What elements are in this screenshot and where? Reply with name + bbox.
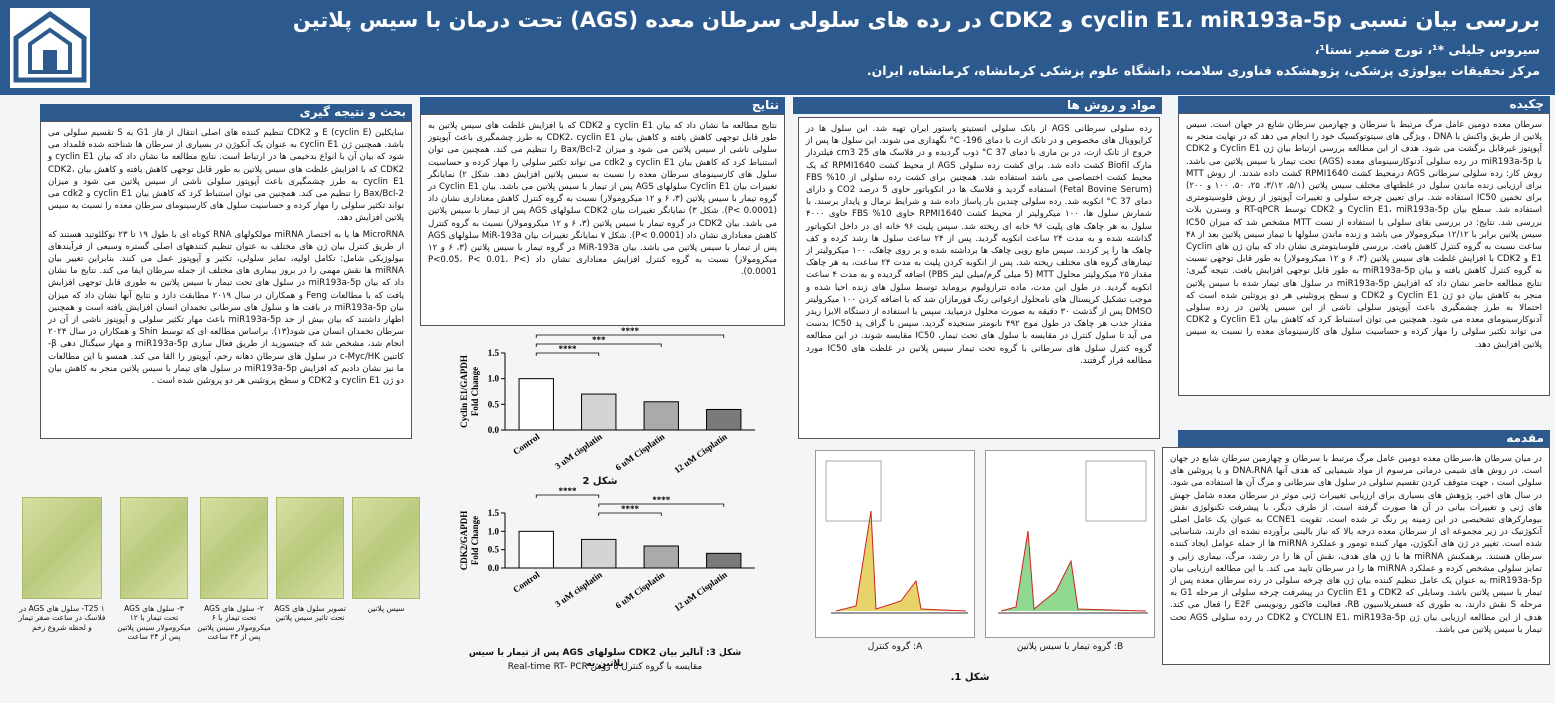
y-axis-label: Cyclin E1/GAPDH [459,355,469,428]
section-heading: مقدمه [1178,430,1550,447]
x-tick-label: 12 uM Cisplatin [672,431,729,475]
y-axis-label: Fold Change [470,367,480,416]
x-tick-label: Control [511,431,542,457]
bar-chart: 0.0 0.5 1.0 1.5 CDK2/GAPDH Fold Change Control… [459,486,755,613]
significance-label: **** [559,344,578,354]
x-tick-label: 3 uM cisplatin [553,431,604,471]
poster-title: بررسی بیان نسبی cyclin E1، miR193a-5p و … [292,8,1540,32]
micrograph-caption: ۲- سلول های AGS تحت تیمار با ۶ میکرومولا… [197,604,271,642]
section-heading: چکیده [1178,96,1550,113]
significance-label: *** [592,335,606,345]
panel-caption: A: گروه کنترل [867,642,923,652]
results-text: نتایج مطالعه ما نشان داد که بیان cyclin … [420,114,785,326]
micrograph [120,497,188,599]
bar [706,408,742,431]
y-tick-label: 0.5 [488,399,500,409]
flow-cytometry-image [985,450,1155,638]
abstract-text: سرطان معده دومین عامل مرگ مرتبط با سرطان… [1178,113,1550,396]
micrograph-caption: تصویر سلول های AGS تحت تاثیر سیس پلاتین [274,604,346,623]
methods-text: رده سلولی سرطانی AGS از بانک سلولی انستی… [798,117,1160,439]
micrograph-caption: سیس پلاتین [367,604,405,613]
affiliation: مرکز تحقیقات بیولوژی پزشکی، پژوهشکده فنا… [866,63,1540,78]
bar-chart: 0.0 0.5 1.0 1.5 Cyclin E1/GAPDH Fold Change Co… [459,326,755,475]
micrograph [22,497,102,599]
y-tick-label: 1.5 [488,508,500,518]
significance-bracket [598,512,662,516]
significance-bracket [535,494,600,498]
y-tick-label: 0.0 [488,425,500,435]
y-tick-label: 1.5 [488,348,500,358]
section-heading: بحث و نتیجه گیری [40,104,412,121]
figure-caption: شکل 3: آنالیز بیان CDK2 سلولهای AGS پس ا… [468,648,742,670]
x-tick-label: 6 uM Cisplatin [614,569,667,610]
significance-label: **** [652,495,671,505]
figure-caption: شکل 1. [950,672,990,683]
significance-label: **** [621,326,640,336]
discussion-text: سایکلین E (cyclin E) و CDK2 تنظیم کننده … [40,121,412,439]
y-tick-label: 1.0 [488,374,500,384]
logo-icon [13,10,87,83]
flow-cytometry-image [815,450,975,638]
x-tick-label: Control [511,569,542,595]
figure-caption: شکل 2 [582,476,618,487]
significance-bracket [535,352,600,356]
micrograph-caption: T25 ۱- سلول های AGS در فلاسک در ساعت صفر… [18,604,106,632]
y-axis-label: CDK2/GAPDH [459,511,469,571]
authors: سیروس جلیلی *¹، تورج ضمیر نستا¹، [1314,42,1540,57]
panel-caption: B: گروه تیمار با سیس پلاتین [1016,642,1124,652]
x-tick-label: 3 uM cisplatin [553,569,604,609]
x-tick-label: 6 uM Cisplatin [614,431,667,472]
university-logo [10,8,90,88]
section-heading: مواد و روش ها [793,97,1162,114]
significance-bracket [535,343,662,347]
bar [581,538,617,569]
header-band [0,0,1555,95]
bar [706,552,742,569]
bar [518,530,554,569]
significance-bracket [535,334,725,338]
micrograph-caption: ۳- سلول های AGS تحت تیمار با ۱۲ میکرومول… [117,604,191,642]
y-tick-label: 1.0 [488,526,500,536]
y-tick-label: 0.0 [488,563,500,573]
paragraph: MicroRNA ها یا به اختصار miRNA مولکولهای… [48,229,405,387]
paragraph: سایکلین E (cyclin E) و CDK2 تنظیم کننده … [48,128,405,224]
bar [518,378,554,431]
significance-label: **** [621,504,640,514]
x-tick-label: 12 uM Cisplatin [672,569,729,613]
micrograph [276,497,344,599]
micrograph [352,497,420,599]
flow-plot [998,460,1148,614]
y-axis-label: Fold Change [470,516,480,565]
introduction-text: در میان سرطان ها،سرطان معده دومین عامل م… [1162,447,1550,665]
significance-bracket [598,503,725,507]
y-tick-label: 0.5 [488,545,500,555]
micrograph [200,497,268,599]
significance-label: **** [559,486,578,496]
bar [643,545,679,569]
bar [643,401,679,431]
bar [581,393,617,431]
flow-plot [825,460,968,614]
figure-caption: مقایسه با گروه کنترل با روش Real-time RT… [507,662,703,672]
section-heading: نتایج [420,97,785,114]
